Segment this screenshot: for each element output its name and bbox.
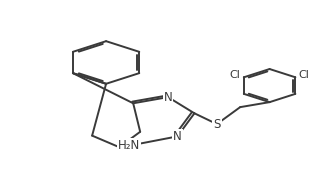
Text: N: N [173,130,182,143]
Text: N: N [164,91,172,104]
Text: Cl: Cl [299,70,309,79]
Text: S: S [213,118,220,131]
Text: H₂N: H₂N [118,139,141,152]
Text: Cl: Cl [230,70,241,79]
